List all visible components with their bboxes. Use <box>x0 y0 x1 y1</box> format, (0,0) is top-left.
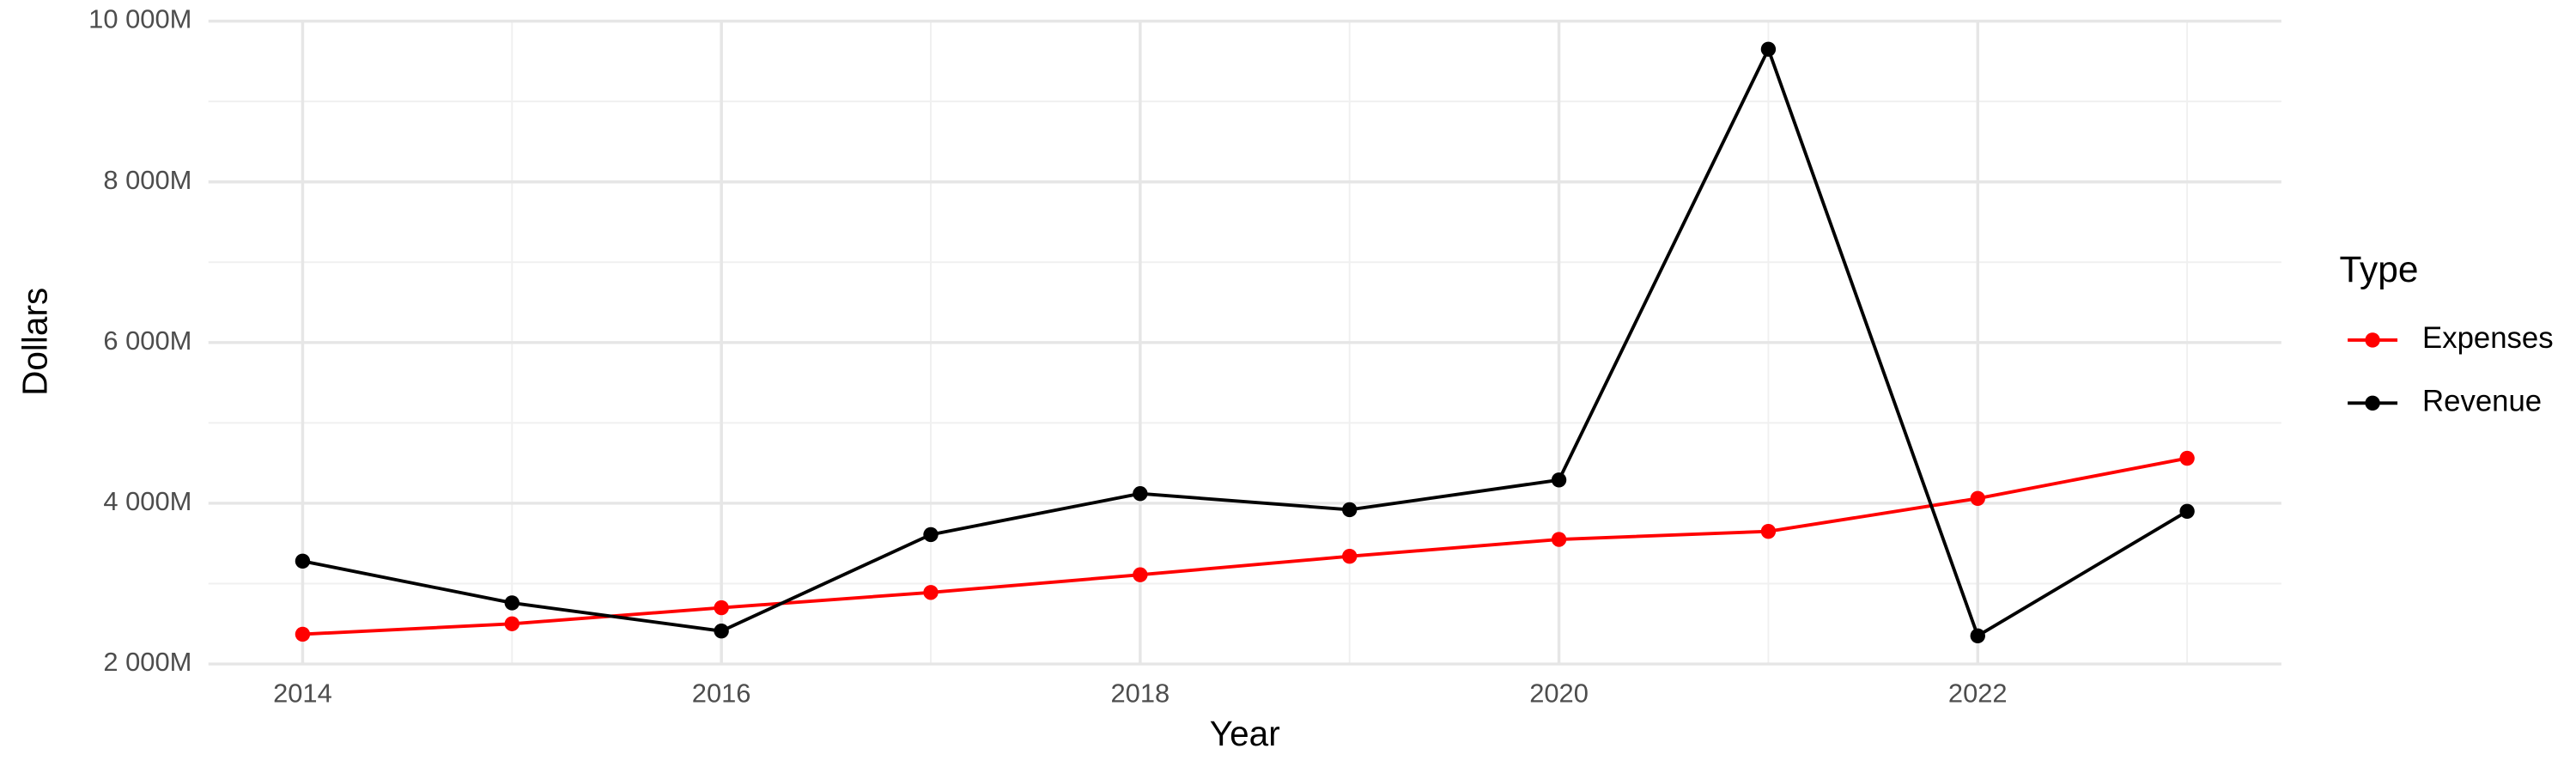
legend-label: Revenue <box>2422 386 2542 418</box>
x-tick-label: 2014 <box>273 678 332 708</box>
series-line <box>302 456 2188 636</box>
data-point <box>1760 41 1777 58</box>
data-point <box>923 526 939 543</box>
x-tick-label: 2018 <box>1110 678 1170 708</box>
data-point <box>504 616 519 631</box>
data-point <box>714 624 729 639</box>
data-point <box>1342 502 1358 518</box>
data-point <box>295 626 311 642</box>
data-point <box>1551 472 1567 488</box>
legend-point <box>2365 395 2380 411</box>
x-tick-label: 2022 <box>1948 678 2008 708</box>
y-tick-label: 4 000M <box>103 486 191 516</box>
x-axis-title: Year <box>1210 714 1280 753</box>
data-point <box>923 585 939 600</box>
data-point <box>295 553 311 569</box>
data-point <box>504 595 519 611</box>
series-line <box>302 45 2189 639</box>
y-tick-label: 2 000M <box>103 647 191 677</box>
data-point <box>1760 523 1777 539</box>
y-tick-label: 10 000M <box>88 4 191 34</box>
data-point <box>1970 628 1985 644</box>
data-point <box>1970 490 1985 507</box>
legend-point <box>2365 332 2380 348</box>
x-tick-label: 2016 <box>692 678 751 708</box>
y-axis-title: Dollars <box>15 288 54 396</box>
data-point <box>2179 450 2195 466</box>
data-point <box>2179 503 2195 519</box>
y-tick-label: 8 000M <box>103 165 191 195</box>
legend-label: Expenses <box>2422 322 2554 355</box>
data-point <box>1551 532 1567 547</box>
y-tick-label: 6 000M <box>103 326 191 356</box>
data-point <box>1133 486 1148 502</box>
x-tick-label: 2020 <box>1529 678 1589 708</box>
data-point <box>714 600 729 616</box>
legend-title: Type <box>2339 250 2418 290</box>
data-point <box>1133 567 1148 582</box>
data-point <box>1342 548 1358 564</box>
